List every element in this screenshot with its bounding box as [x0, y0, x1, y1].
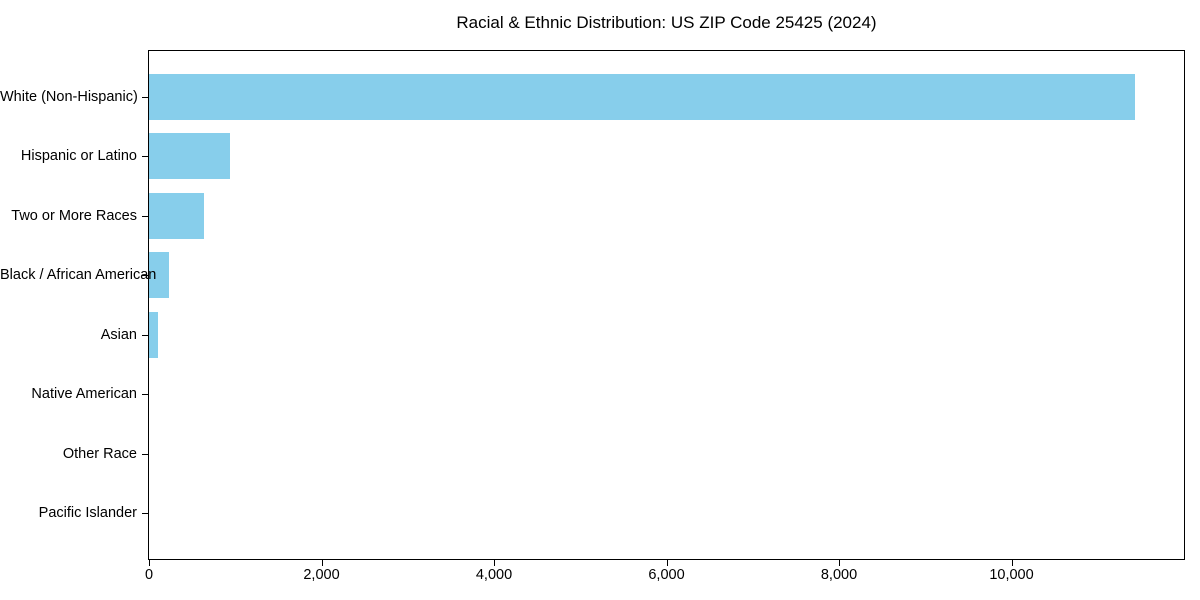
bar-black-african-american	[149, 252, 169, 299]
y-tick-label-native-american: Native American	[31, 386, 137, 403]
x-tick-label-8000: 8,000	[820, 567, 858, 583]
y-tick-label-white-non-hispanic: White (Non-Hispanic)	[0, 88, 138, 105]
bar-hispanic-or-latino	[149, 133, 230, 180]
y-tick-white-non-hispanic	[142, 96, 148, 98]
bar-two-or-more-races	[149, 192, 204, 239]
y-tick-black-african-american	[142, 275, 148, 277]
chart-title: Racial & Ethnic Distribution: US ZIP Cod…	[456, 13, 877, 32]
y-tick-label-black-african-american: Black / African American	[0, 267, 157, 284]
plot-area	[148, 50, 1185, 560]
x-tick-label-0: 0	[144, 567, 154, 583]
y-tick-asian	[142, 334, 148, 336]
bar-white-non-hispanic	[149, 73, 1135, 120]
x-tick-label-6000: 6,000	[648, 567, 685, 583]
y-tick-other-race	[142, 453, 148, 455]
x-tick-0	[149, 560, 150, 566]
bar-asian	[149, 311, 159, 358]
y-tick-label-hispanic-or-latino: Hispanic or Latino	[20, 148, 137, 165]
y-tick-hispanic-or-latino	[142, 156, 148, 158]
y-tick-label-other-race: Other Race	[62, 445, 137, 462]
x-tick-label-4000: 4,000	[475, 567, 513, 583]
x-tick-6000	[666, 560, 668, 566]
y-tick-label-pacific-islander: Pacific Islander	[38, 505, 137, 522]
x-tick-label-10000: 10,000	[989, 567, 1034, 583]
y-tick-pacific-islander	[142, 513, 148, 515]
x-tick-10000	[1011, 560, 1013, 566]
y-tick-label-asian: Asian	[100, 326, 137, 343]
y-tick-two-or-more-races	[142, 215, 148, 217]
y-tick-native-american	[142, 394, 148, 396]
x-tick-2000	[321, 560, 323, 566]
x-tick-label-2000: 2,000	[303, 567, 340, 583]
x-tick-4000	[494, 560, 495, 566]
x-tick-8000	[839, 560, 840, 566]
y-tick-label-two-or-more-races: Two or More Races	[11, 207, 137, 224]
